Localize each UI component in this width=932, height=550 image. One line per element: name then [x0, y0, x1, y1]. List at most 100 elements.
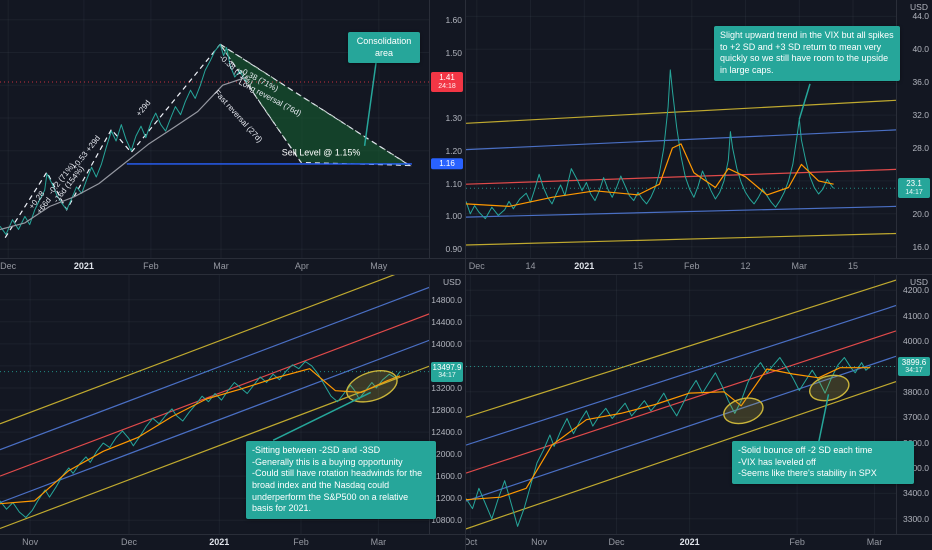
- plus-3sd-line[interactable]: [0, 275, 430, 425]
- price-tick-label: 1.00: [445, 211, 462, 222]
- bar-countdown: 34:17: [905, 367, 923, 375]
- time-tick-label: 12: [740, 261, 751, 271]
- panel-bottom-right-spx[interactable]: -Solid bounce off -2 SD each time -VIX h…: [466, 275, 932, 550]
- time-tick-label: Oct: [466, 537, 478, 547]
- panel-top-right-vix[interactable]: Slight upward trend in the VIX but all s…: [466, 0, 932, 275]
- price-tick-label: 1.20: [445, 145, 462, 156]
- currency-label: USD: [910, 2, 928, 12]
- moving-average-series[interactable]: [466, 143, 834, 207]
- time-tick-label: Mar: [791, 261, 808, 271]
- callout-pointer-line: [798, 83, 811, 120]
- time-axis[interactable]: Dec 2021 Feb Mar Apr May: [0, 258, 465, 274]
- time-tick-label: 15: [847, 261, 859, 271]
- moving-average-series[interactable]: [466, 367, 871, 501]
- plus-2sd-line[interactable]: [466, 129, 896, 151]
- trend-zigzag[interactable]: [4, 43, 221, 239]
- chart-canvas-spx[interactable]: [466, 275, 896, 534]
- moving-average-series[interactable]: [0, 368, 401, 505]
- time-tick-label: Mar: [370, 537, 387, 547]
- annotation-consolidation-area[interactable]: Consolidation area: [348, 32, 420, 64]
- plus-2sd-line[interactable]: [0, 286, 430, 451]
- price-tick-label: 4000.0: [903, 336, 929, 346]
- time-axis[interactable]: Nov Dec 2021 Feb Mar: [0, 534, 465, 550]
- time-tick-label: 2021: [209, 537, 230, 547]
- moving-average-series[interactable]: [0, 76, 248, 231]
- highlight-ellipse[interactable]: [807, 371, 852, 405]
- price-axis[interactable]: USD 10800.0 11200.0 11600.0 12000.0 12400.0 12…: [429, 275, 465, 534]
- mean-line[interactable]: [466, 168, 896, 185]
- highlight-ellipse[interactable]: [721, 394, 766, 428]
- minus-2sd-line[interactable]: [466, 205, 896, 218]
- price-tick-label: 11200.0: [431, 493, 462, 504]
- tag-price: 1.41: [439, 73, 455, 83]
- price-tick-label: 40.0: [912, 44, 929, 55]
- chart-plot-area[interactable]: -Solid bounce off -2 SD each time -VIX h…: [466, 275, 914, 534]
- regression-mean-line[interactable]: [466, 330, 896, 474]
- time-axis[interactable]: Dec 14 2021 15 Feb 12 Mar 15: [466, 258, 932, 274]
- regression-mean-line[interactable]: [0, 313, 430, 477]
- tag-price: 23.1: [906, 179, 922, 189]
- time-tick-label: Feb: [293, 537, 309, 547]
- price-tick-label: 14800.0: [431, 294, 462, 305]
- price-series[interactable]: [466, 69, 834, 220]
- price-tick-label: 14000.0: [431, 338, 462, 349]
- time-tick-label: Dec: [468, 261, 485, 271]
- annotation-nasdaq-note[interactable]: -Sitting between -2SD and -3SD -Generall…: [246, 441, 436, 520]
- minus-2sd-line[interactable]: [466, 355, 896, 502]
- price-tick-label: 14400.0: [431, 316, 462, 327]
- time-tick-label: Feb: [789, 537, 805, 547]
- highlight-ellipse[interactable]: [343, 365, 401, 408]
- annotation-spx-note[interactable]: -Solid bounce off -2 SD each time -VIX h…: [732, 441, 914, 485]
- annotation-vix-note[interactable]: Slight upward trend in the VIX but all s…: [714, 26, 900, 81]
- time-tick-label: Dec: [0, 261, 17, 271]
- minus-3sd-line[interactable]: [466, 381, 896, 530]
- tag-price: 1.16: [439, 159, 455, 169]
- minus-3sd-line[interactable]: [0, 365, 430, 530]
- plus-3sd-line[interactable]: [466, 99, 896, 124]
- measure-label: +0.53 +29d: [70, 134, 102, 171]
- price-tick-label: 36.0: [912, 77, 929, 88]
- chart-plot-area[interactable]: -Sitting between -2SD and -3SD -Generall…: [0, 275, 436, 534]
- bar-countdown: 14:17: [905, 188, 923, 196]
- chart-plot-area[interactable]: Slight upward trend in the VIX but all s…: [466, 0, 900, 259]
- callout-pointer-line: [363, 60, 378, 147]
- price-series[interactable]: [0, 43, 248, 235]
- price-axis[interactable]: USD 3300.0 3400.0 3500.0 3600.0 3700.0 3800.0 3…: [896, 275, 932, 534]
- price-series[interactable]: [466, 357, 871, 527]
- callout-pointer-line: [272, 391, 372, 441]
- time-tick-label: 15: [632, 261, 644, 271]
- price-tick-label: 3500.0: [903, 463, 929, 473]
- time-tick-label: 2021: [679, 537, 700, 547]
- currency-label: USD: [910, 277, 928, 287]
- minus-2sd-line[interactable]: [0, 339, 430, 504]
- price-axis[interactable]: 0.901.001.101.201.301.401.501.601.4124:1…: [429, 0, 465, 259]
- time-axis[interactable]: Oct Nov Dec 2021 Feb Mar: [466, 534, 932, 550]
- chart-plot-area[interactable]: Sell Level @ 1.15% +0.28+66d -0.2 (71%)-16…: [0, 0, 430, 259]
- last-price-tag: 23.1 14:17: [898, 178, 930, 199]
- time-tick-label: Nov: [531, 537, 548, 547]
- last-price-tag: 1.41 24:18: [431, 72, 463, 92]
- time-tick-label: Apr: [294, 261, 309, 271]
- price-tick-label: 4200.0: [903, 285, 929, 296]
- price-tick-label: 3300.0: [903, 513, 929, 524]
- price-tick-label: 13200.0: [431, 383, 462, 393]
- measure-label: +29d: [134, 98, 152, 118]
- time-tick-label: 2021: [73, 261, 94, 271]
- price-series[interactable]: [0, 361, 401, 518]
- bar-countdown: 34:17: [438, 372, 456, 380]
- price-tick-label: 1.60: [445, 14, 462, 25]
- price-tick-label: 44.0: [912, 11, 929, 22]
- plus-3sd-line[interactable]: [466, 279, 896, 418]
- panel-top-left-price-projection[interactable]: Sell Level @ 1.15% +0.28+66d -0.2 (71%)-16…: [0, 0, 466, 275]
- time-tick-label: Dec: [120, 537, 138, 547]
- plus-2sd-line[interactable]: [466, 304, 896, 446]
- panel-bottom-left-nasdaq[interactable]: -Sitting between -2SD and -3SD -Generall…: [0, 275, 466, 550]
- tag-price: 13497.9: [432, 362, 462, 372]
- time-tick-label: Feb: [684, 261, 700, 271]
- price-tick-label: 12800.0: [431, 405, 462, 415]
- price-axis[interactable]: USD16.020.024.028.032.036.040.044.023.11…: [896, 0, 932, 259]
- minus-3sd-line[interactable]: [466, 232, 896, 246]
- price-tick-label: 1.50: [445, 47, 462, 58]
- time-tick-label: 2021: [574, 261, 595, 271]
- chart-canvas-top-left[interactable]: Sell Level @ 1.15%+0.28+66d-0.2 (71%)-16…: [0, 0, 430, 259]
